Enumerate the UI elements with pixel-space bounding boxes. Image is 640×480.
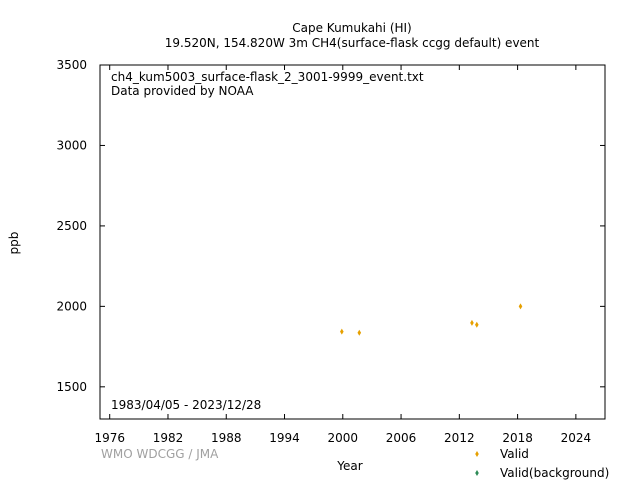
provider-annotation: Data provided by NOAA <box>111 84 254 98</box>
x-tick-label: 2000 <box>328 431 359 445</box>
x-axis: 1976 1982 1988 1994 2000 2006 2012 2018 2024 <box>94 65 591 445</box>
chart-title: Cape Kumukahi (HI) <box>292 21 412 35</box>
credit-text: WMO WDCGG / JMA <box>101 447 219 461</box>
plot-frame <box>99 64 606 420</box>
x-tick-label: 2018 <box>502 431 533 445</box>
y-tick-label: 1500 <box>56 380 87 394</box>
y-axis-label: ppb <box>7 232 21 255</box>
valid-point <box>470 319 474 326</box>
x-axis-label: Year <box>336 459 362 473</box>
x-tick-label: 1976 <box>94 431 125 445</box>
valid-point <box>340 328 344 335</box>
date-range-annotation: 1983/04/05 - 2023/12/28 <box>111 398 261 412</box>
legend-background-label: Valid(background) <box>500 466 609 480</box>
legend: Valid Valid(background) <box>475 447 609 480</box>
x-tick-label: 1982 <box>153 431 184 445</box>
y-tick-label: 2000 <box>56 299 87 313</box>
y-axis: 1500 2000 2500 3000 3500 <box>56 58 605 394</box>
x-tick-label: 1988 <box>211 431 242 445</box>
valid-points <box>340 303 523 336</box>
x-tick-label: 2024 <box>561 431 592 445</box>
x-tick-label: 2006 <box>386 431 417 445</box>
file-annotation: ch4_kum5003_surface-flask_2_3001-9999_ev… <box>111 70 424 84</box>
legend-valid-marker <box>475 451 479 457</box>
x-tick-label: 2012 <box>444 431 475 445</box>
valid-point <box>357 329 362 336</box>
chart-subtitle: 19.520N, 154.820W 3m CH4(surface-flask c… <box>165 36 540 50</box>
y-tick-label: 3500 <box>56 58 87 72</box>
legend-background-marker <box>475 470 479 476</box>
valid-point <box>475 321 479 328</box>
legend-valid-label: Valid <box>500 447 529 461</box>
y-tick-label: 2500 <box>56 219 87 233</box>
plot-area: 1976 1982 1988 1994 2000 2006 2012 2018 2024 150… <box>56 0 606 445</box>
valid-point <box>518 303 523 310</box>
x-tick-label: 1994 <box>269 431 300 445</box>
y-tick-label: 3000 <box>56 138 87 152</box>
